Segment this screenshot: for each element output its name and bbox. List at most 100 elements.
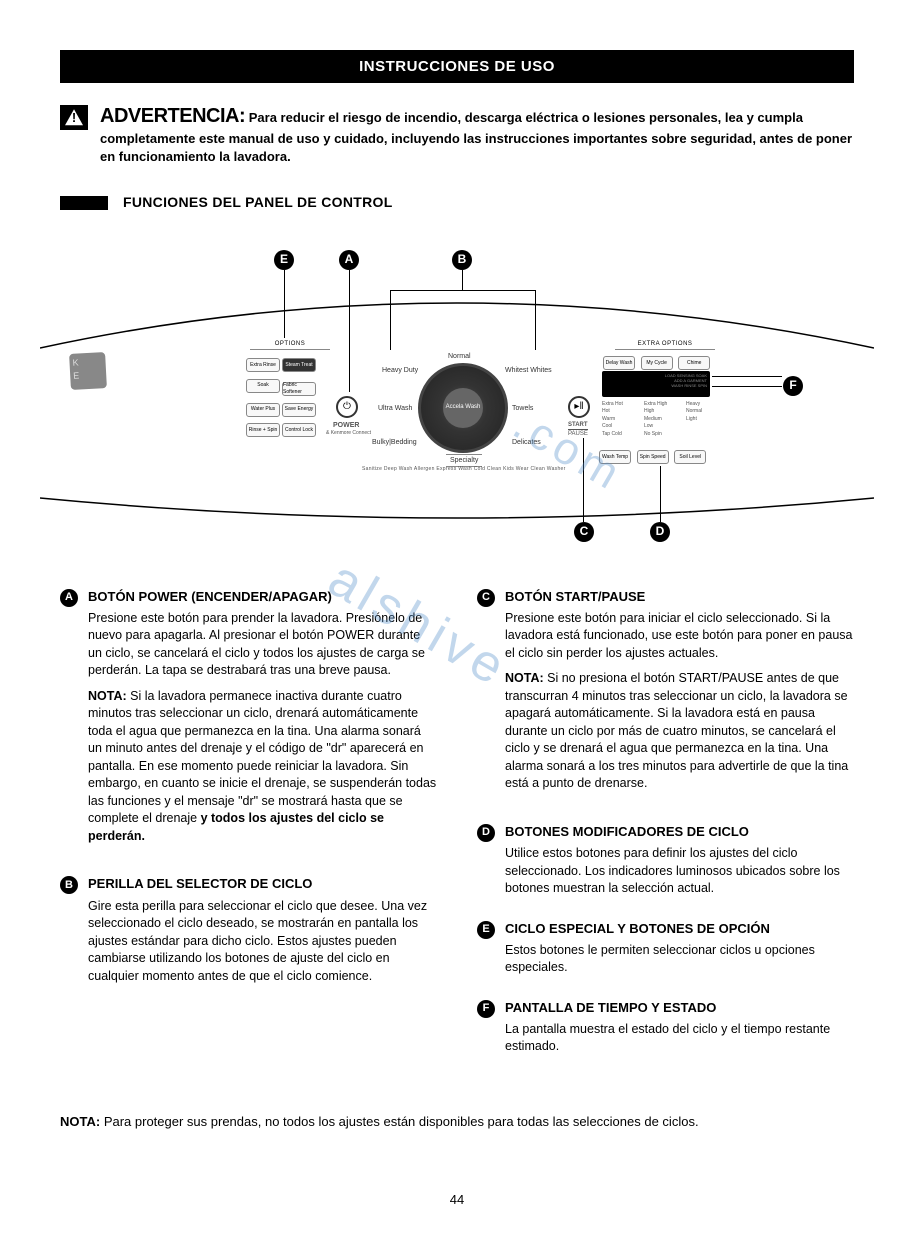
line-D (660, 466, 661, 522)
item-F-content: PANTALLA DE TIEMPO Y ESTADO La pantalla … (505, 999, 854, 1056)
status-display: LOAD SENSING SOAK ADD A GARMENT WASH RIN… (602, 371, 710, 397)
line-A (349, 270, 350, 392)
description-columns: A BOTÓN POWER (ENCENDER/APAGAR) Presione… (60, 588, 854, 1078)
mod-buttons: Wash Temp Spin Speed Soil Level (598, 445, 707, 466)
callout-E: E (274, 250, 294, 270)
cycle-heavy: Heavy Duty (382, 366, 418, 376)
item-D-letter: D (477, 824, 495, 842)
line-F2 (712, 386, 782, 387)
temp-0: Extra Hot (602, 401, 623, 409)
cycle-whitest: Whitest Whites (505, 366, 552, 376)
opt-energy: Save Energy (282, 403, 316, 417)
mod-wash-temp: Wash Temp (599, 450, 631, 464)
opt-extra-rinse: Extra Rinse (246, 358, 280, 372)
speed-2: Medium (644, 416, 667, 424)
speed-0: Extra High (644, 401, 667, 409)
power-button-icon: ⏻ (336, 396, 358, 418)
power-sublabel: & Kenmore Connect (326, 430, 371, 437)
item-A-title: BOTÓN POWER (ENCENDER/APAGAR) (88, 588, 437, 606)
brand-badge: KE (69, 352, 107, 390)
item-F-letter: F (477, 1000, 495, 1018)
footer-nota-body: Para proteger sus prendas, no todos los … (100, 1114, 698, 1129)
cycle-normal: Normal (448, 352, 471, 362)
opt-rinse-spin: Rinse + Spin (246, 423, 280, 437)
speeds-col: Extra High High Medium Low No Spin (644, 401, 667, 439)
item-C-p1: Presione este botón para iniciar el cicl… (505, 610, 854, 663)
item-A-body: Presione este botón para prender la lava… (88, 610, 437, 846)
extra-options-label: EXTRA OPTIONS (615, 340, 715, 350)
item-B-letter: B (60, 876, 78, 894)
cycle-delicates: Delicates (512, 438, 541, 448)
item-D-body: Utilice estos botones para definir los a… (505, 845, 854, 898)
item-A-p2: NOTA: Si la lavadora permanece inactiva … (88, 688, 437, 846)
item-F: F PANTALLA DE TIEMPO Y ESTADO La pantall… (477, 999, 854, 1056)
section-title-row: FUNCIONES DEL PANEL DE CONTROL (60, 193, 854, 213)
dial-center: Accela Wash (443, 388, 483, 428)
soil-1: Normal (686, 408, 702, 416)
temp-4: Tap Cold (602, 431, 623, 439)
opt-fabric: Fabric Softener (282, 382, 316, 396)
item-A-p2b: Si la lavadora permanece inactiva durant… (88, 689, 436, 826)
item-C-p2b: Si no presiona el botón START/PAUSE ante… (505, 671, 848, 790)
opt-mycycle: My Cycle (641, 356, 673, 370)
line-C (583, 438, 584, 522)
mod-spin-speed: Spin Speed (637, 450, 669, 464)
mod-soil-level: Soil Level (674, 450, 706, 464)
opt-steam: Steam Treat (282, 358, 316, 372)
warning-title: ADVERTENCIA: (100, 105, 245, 127)
item-D: D BOTONES MODIFICADORES DE CICLO Utilice… (477, 823, 854, 898)
opt-water: Water Plus (246, 403, 280, 417)
opt-soak: Soak (246, 379, 280, 393)
item-E: E CICLO ESPECIAL Y BOTONES DE OPCIÓN Est… (477, 920, 854, 977)
right-column: C BOTÓN START/PAUSE Presione este botón … (477, 588, 854, 1078)
line-B (462, 270, 463, 290)
cycle-ultra: Ultra Wash (378, 404, 412, 414)
item-C-body: Presione este botón para iniciar el cicl… (505, 610, 854, 793)
warning-text: ADVERTENCIA: Para reducir el riesgo de i… (100, 103, 854, 165)
start-pause-button-icon: ▸‖ (568, 396, 590, 418)
item-B-body: Gire esta perilla para seleccionar el ci… (88, 898, 437, 986)
temp-3: Cool (602, 423, 623, 431)
item-A: A BOTÓN POWER (ENCENDER/APAGAR) Presione… (60, 588, 437, 854)
item-F-body: La pantalla muestra el estado del ciclo … (505, 1021, 854, 1056)
options-label: OPTIONS (250, 340, 330, 350)
cycle-bulky: Bulky|Bedding (372, 438, 417, 448)
soils-col: Heavy Normal Light (686, 401, 702, 424)
pause-label: PAUSE (568, 429, 588, 438)
warning-triangle-icon (60, 105, 88, 130)
item-B-content: PERILLA DEL SELECTOR DE CICLO Gire esta … (88, 875, 437, 985)
item-A-p1: Presione este botón para prender la lava… (88, 610, 437, 680)
item-A-nota: NOTA: (88, 689, 127, 703)
temp-1: Hot (602, 408, 623, 416)
callout-A: A (339, 250, 359, 270)
callout-F: F (783, 376, 803, 396)
callout-D: D (650, 522, 670, 542)
display-labels: LOAD SENSING SOAK ADD A GARMENT WASH RIN… (602, 371, 710, 391)
item-A-content: BOTÓN POWER (ENCENDER/APAGAR) Presione e… (88, 588, 437, 854)
specialty-list: Sanitize Deep Wash Allergen Express Wash… (362, 466, 566, 473)
line-B4 (535, 290, 536, 350)
footer-note: NOTA: Para proteger sus prendas, no todo… (60, 1113, 854, 1131)
extra-options-buttons: Delay Wash My Cycle Chime (602, 351, 711, 372)
speed-4: No Spin (644, 431, 667, 439)
item-E-title: CICLO ESPECIAL Y BOTONES DE OPCIÓN (505, 920, 854, 938)
speed-1: High (644, 408, 667, 416)
options-buttons: Extra RinseSteam Treat SoakFabric Soften… (245, 353, 317, 439)
opt-delay: Delay Wash (603, 356, 635, 370)
item-C-nota: NOTA: (505, 671, 544, 685)
speed-3: Low (644, 423, 667, 431)
line-E (284, 270, 285, 338)
footer-nota-label: NOTA: (60, 1114, 100, 1129)
item-D-content: BOTONES MODIFICADORES DE CICLO Utilice e… (505, 823, 854, 898)
item-D-title: BOTONES MODIFICADORES DE CICLO (505, 823, 854, 841)
line-B2 (390, 290, 535, 291)
line-F1 (712, 376, 782, 377)
opt-lock: Control Lock (282, 423, 316, 437)
cycle-selector-dial: Accela Wash (418, 363, 508, 453)
item-A-letter: A (60, 589, 78, 607)
header-bar: INSTRUCCIONES DE USO (60, 50, 854, 83)
soil-0: Heavy (686, 401, 702, 409)
section-title: FUNCIONES DEL PANEL DE CONTROL (123, 193, 393, 213)
item-F-title: PANTALLA DE TIEMPO Y ESTADO (505, 999, 854, 1017)
item-E-letter: E (477, 921, 495, 939)
